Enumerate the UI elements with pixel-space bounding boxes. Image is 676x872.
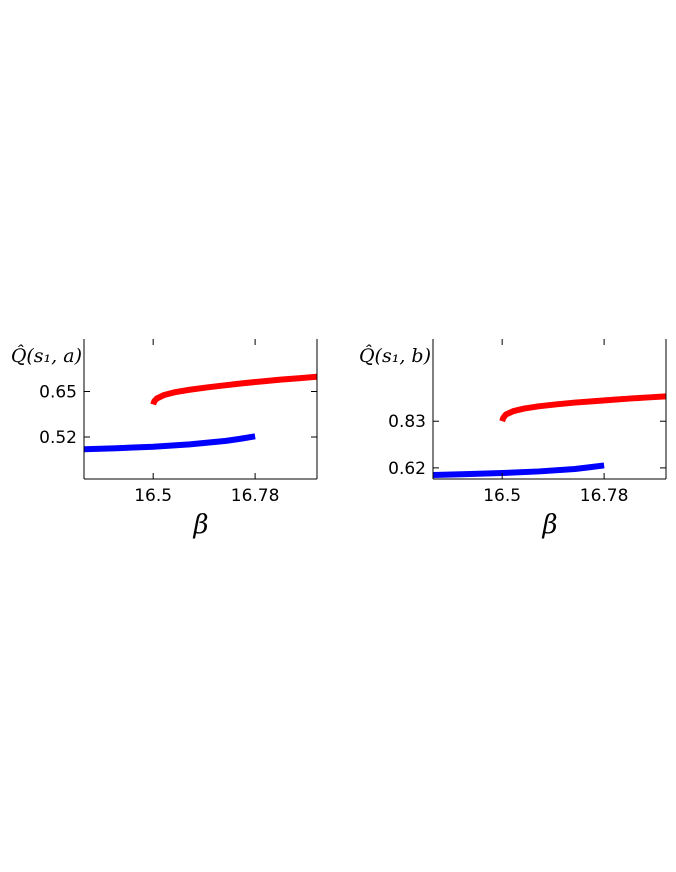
x-axis-label: β (192, 510, 208, 540)
chart-panel-2: 16.5 16.78 0.62 0.83 Q̂(s₁, b) β (359, 339, 667, 540)
x-tick-label: 16.5 (483, 486, 521, 506)
series-line-1 (150, 373, 317, 406)
y-axis-label: Q̂(s₁, b) (359, 345, 431, 367)
x-tick-label: 16.5 (134, 486, 172, 506)
y-tick-label: 0.52 (39, 428, 77, 448)
y-tick-label: 0.65 (39, 383, 77, 403)
series-line-2 (433, 462, 605, 478)
chart-panel-1: 16.5 16.78 0.52 0.65 Q̂(s₁, a) β (11, 339, 318, 540)
y-axis-label: Q̂(s₁, a) (11, 345, 82, 367)
y-tick-label: 0.62 (388, 459, 426, 479)
x-axis-label: β (541, 510, 557, 540)
x-tick-label: 16.78 (580, 486, 629, 506)
series-line-2 (84, 433, 256, 453)
series-line-1 (499, 393, 666, 423)
x-tick-label: 16.78 (231, 486, 280, 506)
y-tick-label: 0.83 (388, 412, 426, 432)
